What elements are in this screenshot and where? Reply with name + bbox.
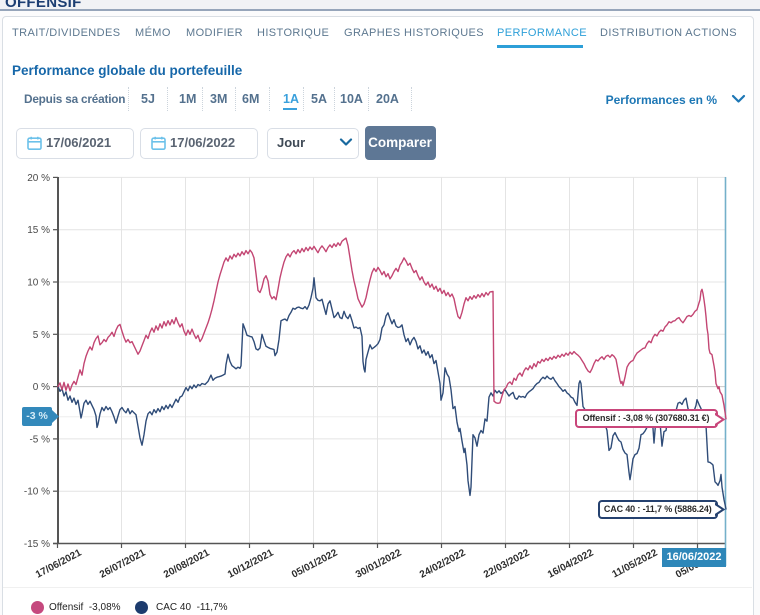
svg-text:-10 %: -10 % xyxy=(24,487,50,498)
svg-text:24/02/2022: 24/02/2022 xyxy=(418,547,468,580)
svg-text:30/01/2022: 30/01/2022 xyxy=(354,547,404,580)
svg-text:05/01/2022: 05/01/2022 xyxy=(290,547,340,580)
svg-text:10 %: 10 % xyxy=(27,278,50,289)
svg-text:-5 %: -5 % xyxy=(29,434,50,445)
svg-text:11/05/2022: 11/05/2022 xyxy=(611,547,660,580)
svg-text:10/12/2021: 10/12/2021 xyxy=(226,547,276,580)
svg-text:0 %: 0 % xyxy=(33,382,50,393)
svg-text:17/06/2021: 17/06/2021 xyxy=(34,547,84,580)
svg-text:20 %: 20 % xyxy=(27,173,50,184)
svg-text:16/04/2022: 16/04/2022 xyxy=(546,547,596,580)
svg-text:5 %: 5 % xyxy=(33,330,50,341)
svg-text:26/07/2021: 26/07/2021 xyxy=(98,547,148,580)
svg-text:22/03/2022: 22/03/2022 xyxy=(482,547,532,580)
svg-text:15 %: 15 % xyxy=(27,225,50,236)
svg-text:-15 %: -15 % xyxy=(24,539,50,550)
svg-text:20/08/2021: 20/08/2021 xyxy=(162,547,212,580)
